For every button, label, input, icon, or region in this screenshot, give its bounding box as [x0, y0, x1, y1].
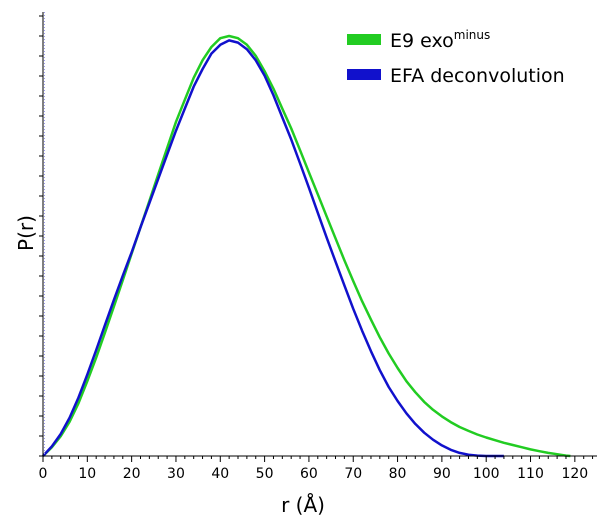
x-tick-label: 20: [123, 466, 141, 482]
x-tick-label: 60: [300, 466, 318, 482]
series-line-1: [42, 39, 504, 458]
x-tick-label: 110: [517, 466, 544, 482]
x-tick-label: 0: [39, 466, 48, 482]
x-tick-label: 70: [344, 466, 362, 482]
x-tick-label: 40: [211, 466, 229, 482]
x-tick-label: 10: [78, 466, 96, 482]
x-tick-label: 120: [561, 466, 588, 482]
x-axis-title: r (Å): [281, 493, 325, 517]
legend-swatch-1: [347, 69, 381, 80]
x-tick-label: 80: [389, 466, 407, 482]
legend: E9 exominus EFA deconvolution: [347, 28, 565, 87]
x-tick-label: 100: [473, 466, 500, 482]
legend-label-text: E9 exo: [390, 30, 454, 52]
legend-label-1: EFA deconvolution: [390, 65, 565, 87]
x-tick-label: 50: [256, 466, 274, 482]
x-tick-label: 30: [167, 466, 185, 482]
legend-label-superscript: minus: [454, 28, 491, 42]
y-axis-title: P(r): [14, 215, 38, 251]
legend-label-0: E9 exominus: [390, 28, 490, 52]
legend-swatch-0: [347, 34, 381, 45]
legend-label-text: EFA deconvolution: [390, 65, 565, 87]
x-tick-label: 90: [433, 466, 451, 482]
axes-group: 0 10 20 30 40 50 60 70 80 90 100 110 120 r (Å) P(r): [14, 12, 597, 517]
series-line-0: [42, 34, 571, 458]
curves-group: [42, 34, 571, 458]
